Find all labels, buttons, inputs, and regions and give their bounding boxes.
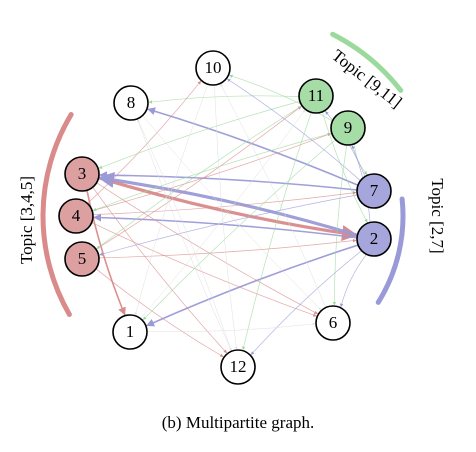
node-label-5: 5 — [78, 249, 87, 268]
node-9: 9 — [330, 110, 366, 146]
node-label-7: 7 — [370, 181, 379, 200]
edge-9-to-6 — [332, 144, 348, 306]
edge-8-to-12 — [137, 118, 232, 351]
node-circle-6 — [315, 305, 351, 341]
node-label-1: 1 — [126, 322, 135, 341]
edge-2-to-12 — [250, 250, 362, 355]
edge-1-to-11 — [140, 109, 306, 319]
edge-11-to-8 — [148, 95, 300, 104]
edge-4-to-7 — [92, 191, 357, 215]
edge-5-to-12 — [95, 268, 224, 358]
group-arc-g911 — [330, 31, 404, 93]
edge-5-to-2 — [98, 238, 357, 259]
node-label-2: 2 — [370, 229, 379, 248]
node-label-8: 8 — [127, 93, 136, 112]
node-10: 10 — [195, 50, 231, 86]
node-circle-12 — [220, 349, 256, 385]
node-8: 8 — [113, 85, 149, 121]
edge-10-to-1 — [134, 84, 209, 316]
node-1: 1 — [112, 314, 148, 350]
edge-11-to-3 — [98, 101, 300, 169]
node-3: 3 — [64, 156, 100, 192]
edge-7-to-10 — [227, 78, 361, 181]
node-circle-11 — [298, 78, 334, 114]
node-11: 11 — [298, 78, 334, 114]
edge-7-to-3 — [99, 171, 358, 191]
edge-7-to-8 — [147, 107, 359, 186]
node-circle-4 — [58, 198, 94, 234]
node-circle-7 — [356, 173, 392, 209]
edge-11-to-2 — [322, 111, 368, 223]
node-circle-3 — [64, 156, 100, 192]
node-circle-2 — [356, 221, 392, 257]
edge-1-to-6 — [146, 322, 316, 332]
node-label-10: 10 — [205, 58, 222, 77]
figure-caption: (b) Multipartite graph. — [161, 413, 315, 432]
node-6: 6 — [315, 305, 351, 341]
edge-8-to-6 — [142, 115, 322, 310]
group-arc-g27 — [375, 196, 406, 305]
node-4: 4 — [58, 198, 94, 234]
node-label-11: 11 — [308, 86, 324, 105]
edge-3-to-12 — [92, 187, 227, 354]
node-2: 2 — [356, 221, 392, 257]
node-label-4: 4 — [72, 206, 81, 225]
edge-11-to-12 — [241, 112, 312, 351]
node-7: 7 — [356, 173, 392, 209]
edge-7-to-5 — [99, 194, 358, 256]
node-5: 5 — [64, 241, 100, 277]
node-circle-1 — [112, 314, 148, 350]
node-circle-10 — [195, 50, 231, 86]
node-label-6: 6 — [329, 313, 338, 332]
group-label-g345: Topic [3,4,5] — [17, 176, 36, 264]
edge-2-to-3 — [97, 172, 358, 237]
edge-4-to-6 — [91, 222, 317, 317]
edge-5-to-11 — [95, 106, 302, 250]
node-label-3: 3 — [78, 164, 87, 183]
edge-11-to-5 — [96, 105, 303, 249]
node-circle-8 — [113, 85, 149, 121]
node-circle-9 — [330, 110, 366, 146]
edge-4-to-9 — [92, 133, 332, 212]
edge-9-to-10 — [229, 74, 333, 122]
node-label-9: 9 — [344, 118, 353, 137]
graph-canvas: Topic [3,4,5]Topic [9,11]Topic [2,7] 123… — [17, 31, 447, 385]
group-label-g27: Topic [2,7] — [428, 178, 447, 253]
node-12: 12 — [220, 349, 256, 385]
edge-12-to-8 — [137, 119, 232, 352]
edge-2-to-6 — [339, 254, 367, 308]
node-label-12: 12 — [230, 357, 247, 376]
edge-2-to-1 — [146, 244, 359, 327]
edge-2-to-4 — [93, 213, 358, 239]
group-arc-g345 — [40, 112, 74, 317]
edge-10-to-12 — [214, 84, 238, 350]
edges-layer — [86, 74, 371, 358]
edge-6-to-10 — [220, 84, 326, 308]
edge-9-to-1 — [142, 139, 336, 320]
edge-3-to-6 — [96, 182, 318, 315]
node-circle-5 — [64, 241, 100, 277]
